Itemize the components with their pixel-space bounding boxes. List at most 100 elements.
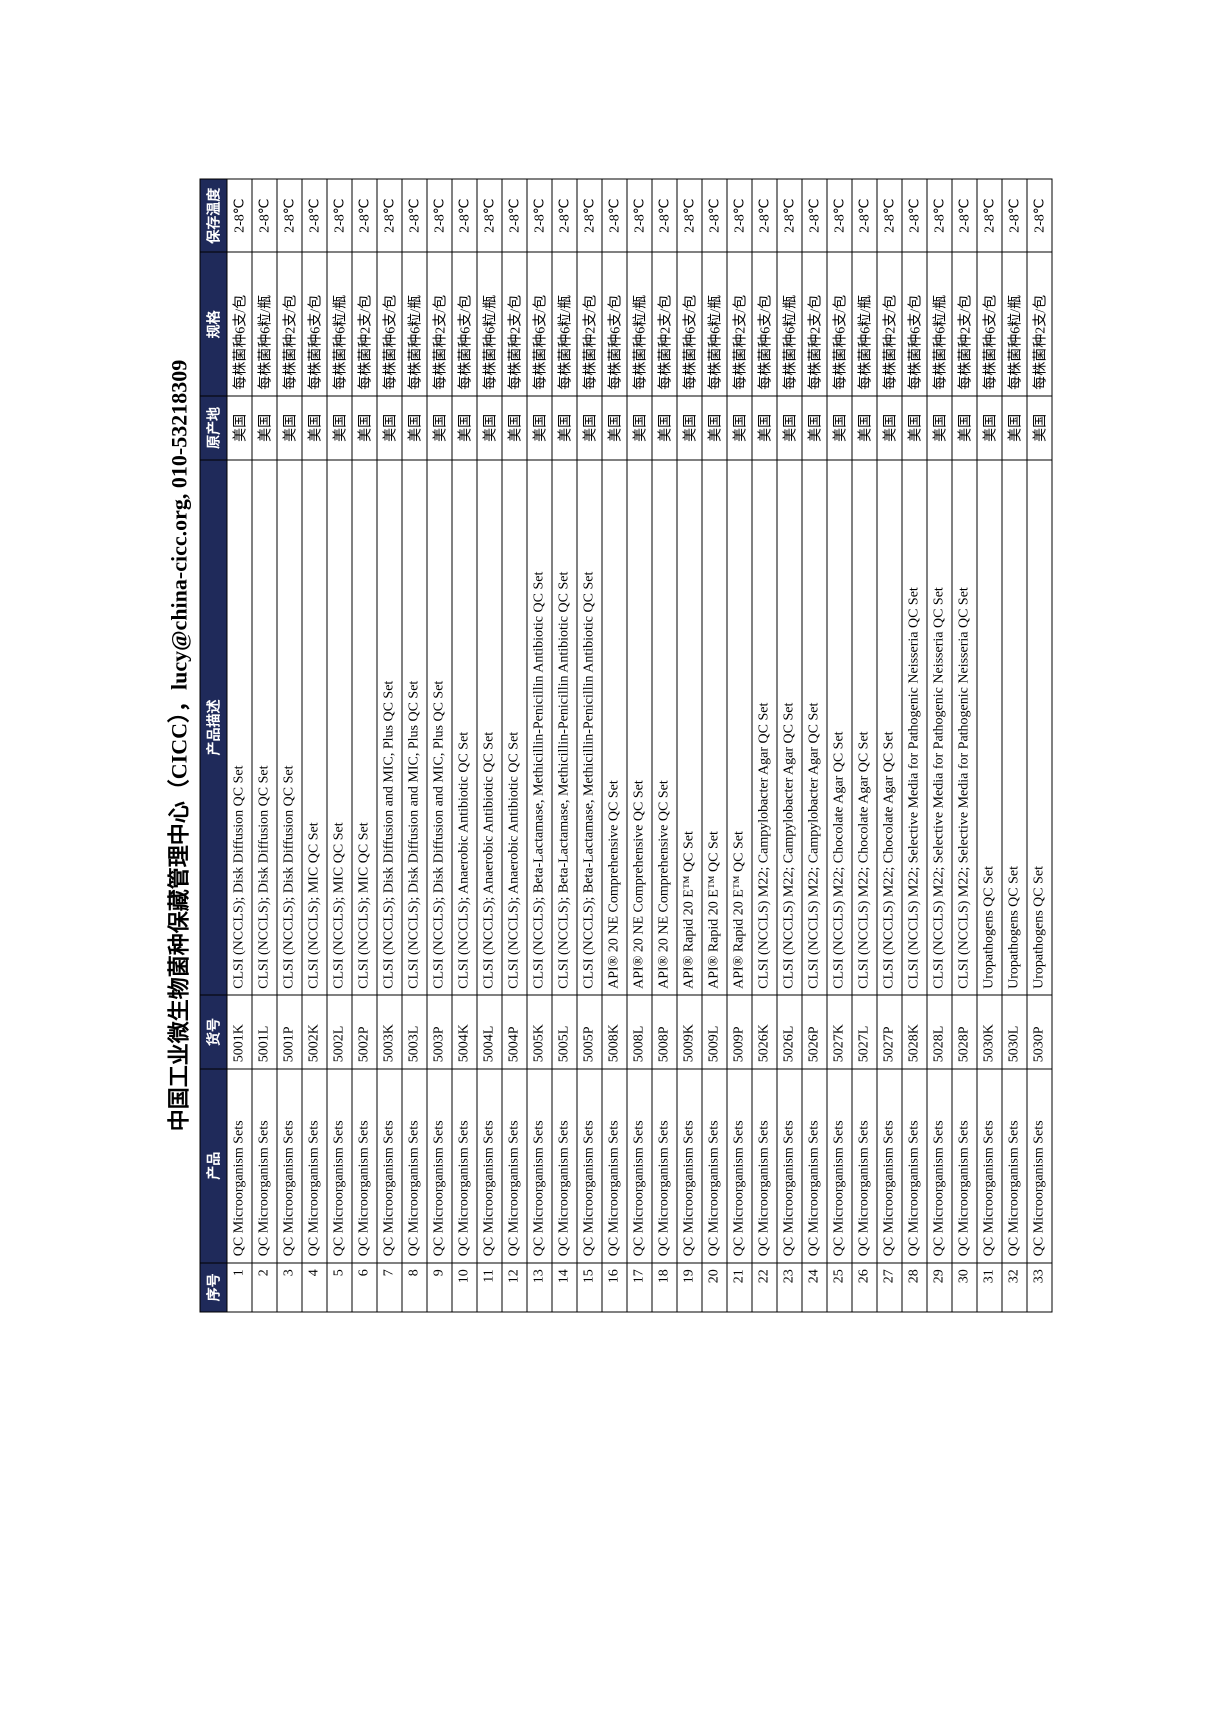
cell-temp: 2-8℃ bbox=[727, 179, 752, 252]
cell-product: QC Microorganism Sets bbox=[927, 1069, 952, 1263]
table-row: 16QC Microorganism Sets5008KAPI® 20 NE C… bbox=[602, 179, 627, 1312]
cell-num: 22 bbox=[752, 1263, 777, 1312]
cell-origin: 美国 bbox=[727, 396, 752, 459]
table-row: 30QC Microorganism Sets5028PCLSI (NCCLS)… bbox=[952, 179, 977, 1312]
cell-product: QC Microorganism Sets bbox=[402, 1069, 427, 1263]
cell-origin: 美国 bbox=[377, 396, 402, 459]
cell-desc: API® Rapid 20 E™ QC Set bbox=[702, 460, 727, 996]
cell-code: 5030L bbox=[1002, 995, 1027, 1068]
cell-code: 5028K bbox=[902, 995, 927, 1068]
cell-num: 27 bbox=[877, 1263, 902, 1312]
cell-spec: 每株菌种6支/包 bbox=[602, 252, 627, 396]
cell-origin: 美国 bbox=[1002, 396, 1027, 459]
cell-origin: 美国 bbox=[402, 396, 427, 459]
cell-num: 15 bbox=[577, 1263, 602, 1312]
cell-desc: CLSI (NCCLS) M22; Chocolate Agar QC Set bbox=[827, 460, 852, 996]
table-row: 9QC Microorganism Sets5003PCLSI (NCCLS);… bbox=[427, 179, 452, 1312]
col-origin: 原产地 bbox=[200, 396, 227, 459]
cell-desc: CLSI (NCCLS); Anaerobic Antibiotic QC Se… bbox=[452, 460, 477, 996]
cell-code: 5026L bbox=[777, 995, 802, 1068]
cell-code: 5002K bbox=[302, 995, 327, 1068]
cell-product: QC Microorganism Sets bbox=[802, 1069, 827, 1263]
cell-num: 30 bbox=[952, 1263, 977, 1312]
table-row: 31QC Microorganism Sets5030KUropathogens… bbox=[977, 179, 1002, 1312]
cell-code: 5003K bbox=[377, 995, 402, 1068]
table-row: 18QC Microorganism Sets5008PAPI® 20 NE C… bbox=[652, 179, 677, 1312]
table-row: 29QC Microorganism Sets5028LCLSI (NCCLS)… bbox=[927, 179, 952, 1312]
cell-code: 5027L bbox=[852, 995, 877, 1068]
cell-spec: 每株菌种6支/包 bbox=[527, 252, 552, 396]
table-row: 13QC Microorganism Sets5005KCLSI (NCCLS)… bbox=[527, 179, 552, 1312]
cell-desc: CLSI (NCCLS); MIC QC Set bbox=[352, 460, 377, 996]
cell-spec: 每株菌种6粒/瓶 bbox=[1002, 252, 1027, 396]
cell-spec: 每株菌种2支/包 bbox=[502, 252, 527, 396]
cell-desc: CLSI (NCCLS) M22; Campylobacter Agar QC … bbox=[802, 460, 827, 996]
cell-desc: CLSI (NCCLS) M22; Selective Media for Pa… bbox=[927, 460, 952, 996]
cell-origin: 美国 bbox=[227, 396, 252, 459]
cell-spec: 每株菌种2支/包 bbox=[877, 252, 902, 396]
cell-origin: 美国 bbox=[627, 396, 652, 459]
cell-temp: 2-8℃ bbox=[627, 179, 652, 252]
cell-temp: 2-8℃ bbox=[277, 179, 302, 252]
cell-temp: 2-8℃ bbox=[227, 179, 252, 252]
cell-num: 10 bbox=[452, 1263, 477, 1312]
table-body: 1QC Microorganism Sets5001KCLSI (NCCLS);… bbox=[227, 179, 1052, 1312]
cell-origin: 美国 bbox=[1027, 396, 1052, 459]
cell-spec: 每株菌种6支/包 bbox=[302, 252, 327, 396]
table-row: 11QC Microorganism Sets5004LCLSI (NCCLS)… bbox=[477, 179, 502, 1312]
cell-origin: 美国 bbox=[977, 396, 1002, 459]
table-row: 12QC Microorganism Sets5004PCLSI (NCCLS)… bbox=[502, 179, 527, 1312]
cell-product: QC Microorganism Sets bbox=[277, 1069, 302, 1263]
cell-desc: CLSI (NCCLS); Beta-Lactamase, Methicilli… bbox=[577, 460, 602, 996]
cell-origin: 美国 bbox=[527, 396, 552, 459]
cell-origin: 美国 bbox=[452, 396, 477, 459]
table-row: 21QC Microorganism Sets5009PAPI® Rapid 2… bbox=[727, 179, 752, 1312]
cell-desc: CLSI (NCCLS) M22; Selective Media for Pa… bbox=[902, 460, 927, 996]
cell-temp: 2-8℃ bbox=[452, 179, 477, 252]
cell-desc: CLSI (NCCLS); MIC QC Set bbox=[327, 460, 352, 996]
cell-temp: 2-8℃ bbox=[977, 179, 1002, 252]
cell-num: 33 bbox=[1027, 1263, 1052, 1312]
cell-code: 5003P bbox=[427, 995, 452, 1068]
cell-spec: 每株菌种6粒/瓶 bbox=[777, 252, 802, 396]
table-row: 19QC Microorganism Sets5009KAPI® Rapid 2… bbox=[677, 179, 702, 1312]
cell-temp: 2-8℃ bbox=[752, 179, 777, 252]
table-row: 20QC Microorganism Sets5009LAPI® Rapid 2… bbox=[702, 179, 727, 1312]
cell-num: 1 bbox=[227, 1263, 252, 1312]
cell-origin: 美国 bbox=[902, 396, 927, 459]
cell-temp: 2-8℃ bbox=[927, 179, 952, 252]
cell-spec: 每株菌种2支/包 bbox=[1027, 252, 1052, 396]
cell-temp: 2-8℃ bbox=[402, 179, 427, 252]
table-row: 7QC Microorganism Sets5003KCLSI (NCCLS);… bbox=[377, 179, 402, 1312]
cell-temp: 2-8℃ bbox=[877, 179, 902, 252]
cell-num: 12 bbox=[502, 1263, 527, 1312]
cell-num: 6 bbox=[352, 1263, 377, 1312]
cell-desc: CLSI (NCCLS); Disk Diffusion QC Set bbox=[252, 460, 277, 996]
cell-origin: 美国 bbox=[877, 396, 902, 459]
cell-temp: 2-8℃ bbox=[427, 179, 452, 252]
cell-code: 5005L bbox=[552, 995, 577, 1068]
cell-spec: 每株菌种6粒/瓶 bbox=[402, 252, 427, 396]
header-row: 序号 产品 货号 产品描述 原产地 规格 保存温度 bbox=[200, 179, 227, 1312]
cell-origin: 美国 bbox=[602, 396, 627, 459]
cell-origin: 美国 bbox=[577, 396, 602, 459]
cell-temp: 2-8℃ bbox=[852, 179, 877, 252]
cell-product: QC Microorganism Sets bbox=[952, 1069, 977, 1263]
page-title: 中国工业微生物菌种保藏管理中心（CICC），lucy@china-cicc.or… bbox=[162, 179, 194, 1313]
cell-desc: CLSI (NCCLS) M22; Chocolate Agar QC Set bbox=[852, 460, 877, 996]
cell-desc: API® 20 NE Comprehensive QC Set bbox=[652, 460, 677, 996]
cell-num: 28 bbox=[902, 1263, 927, 1312]
table-row: 8QC Microorganism Sets5003LCLSI (NCCLS);… bbox=[402, 179, 427, 1312]
cell-num: 14 bbox=[552, 1263, 577, 1312]
cell-temp: 2-8℃ bbox=[252, 179, 277, 252]
table-row: 6QC Microorganism Sets5002PCLSI (NCCLS);… bbox=[352, 179, 377, 1312]
cell-code: 5030P bbox=[1027, 995, 1052, 1068]
cell-temp: 2-8℃ bbox=[777, 179, 802, 252]
cell-origin: 美国 bbox=[502, 396, 527, 459]
cell-product: QC Microorganism Sets bbox=[877, 1069, 902, 1263]
cell-product: QC Microorganism Sets bbox=[652, 1069, 677, 1263]
cell-origin: 美国 bbox=[702, 396, 727, 459]
cell-spec: 每株菌种6支/包 bbox=[452, 252, 477, 396]
cell-product: QC Microorganism Sets bbox=[427, 1069, 452, 1263]
cell-desc: CLSI (NCCLS) M22; Chocolate Agar QC Set bbox=[877, 460, 902, 996]
